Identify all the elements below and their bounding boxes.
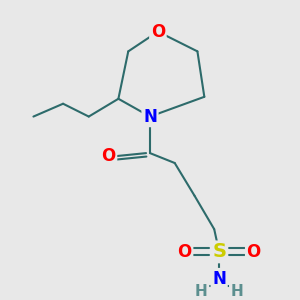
Text: N: N [143,108,157,126]
Text: O: O [151,22,165,40]
Text: H: H [195,284,208,299]
Text: O: O [101,147,116,165]
Text: O: O [177,243,192,261]
Text: S: S [212,242,226,261]
Text: N: N [212,270,226,288]
Text: H: H [231,284,243,299]
Text: O: O [247,243,261,261]
